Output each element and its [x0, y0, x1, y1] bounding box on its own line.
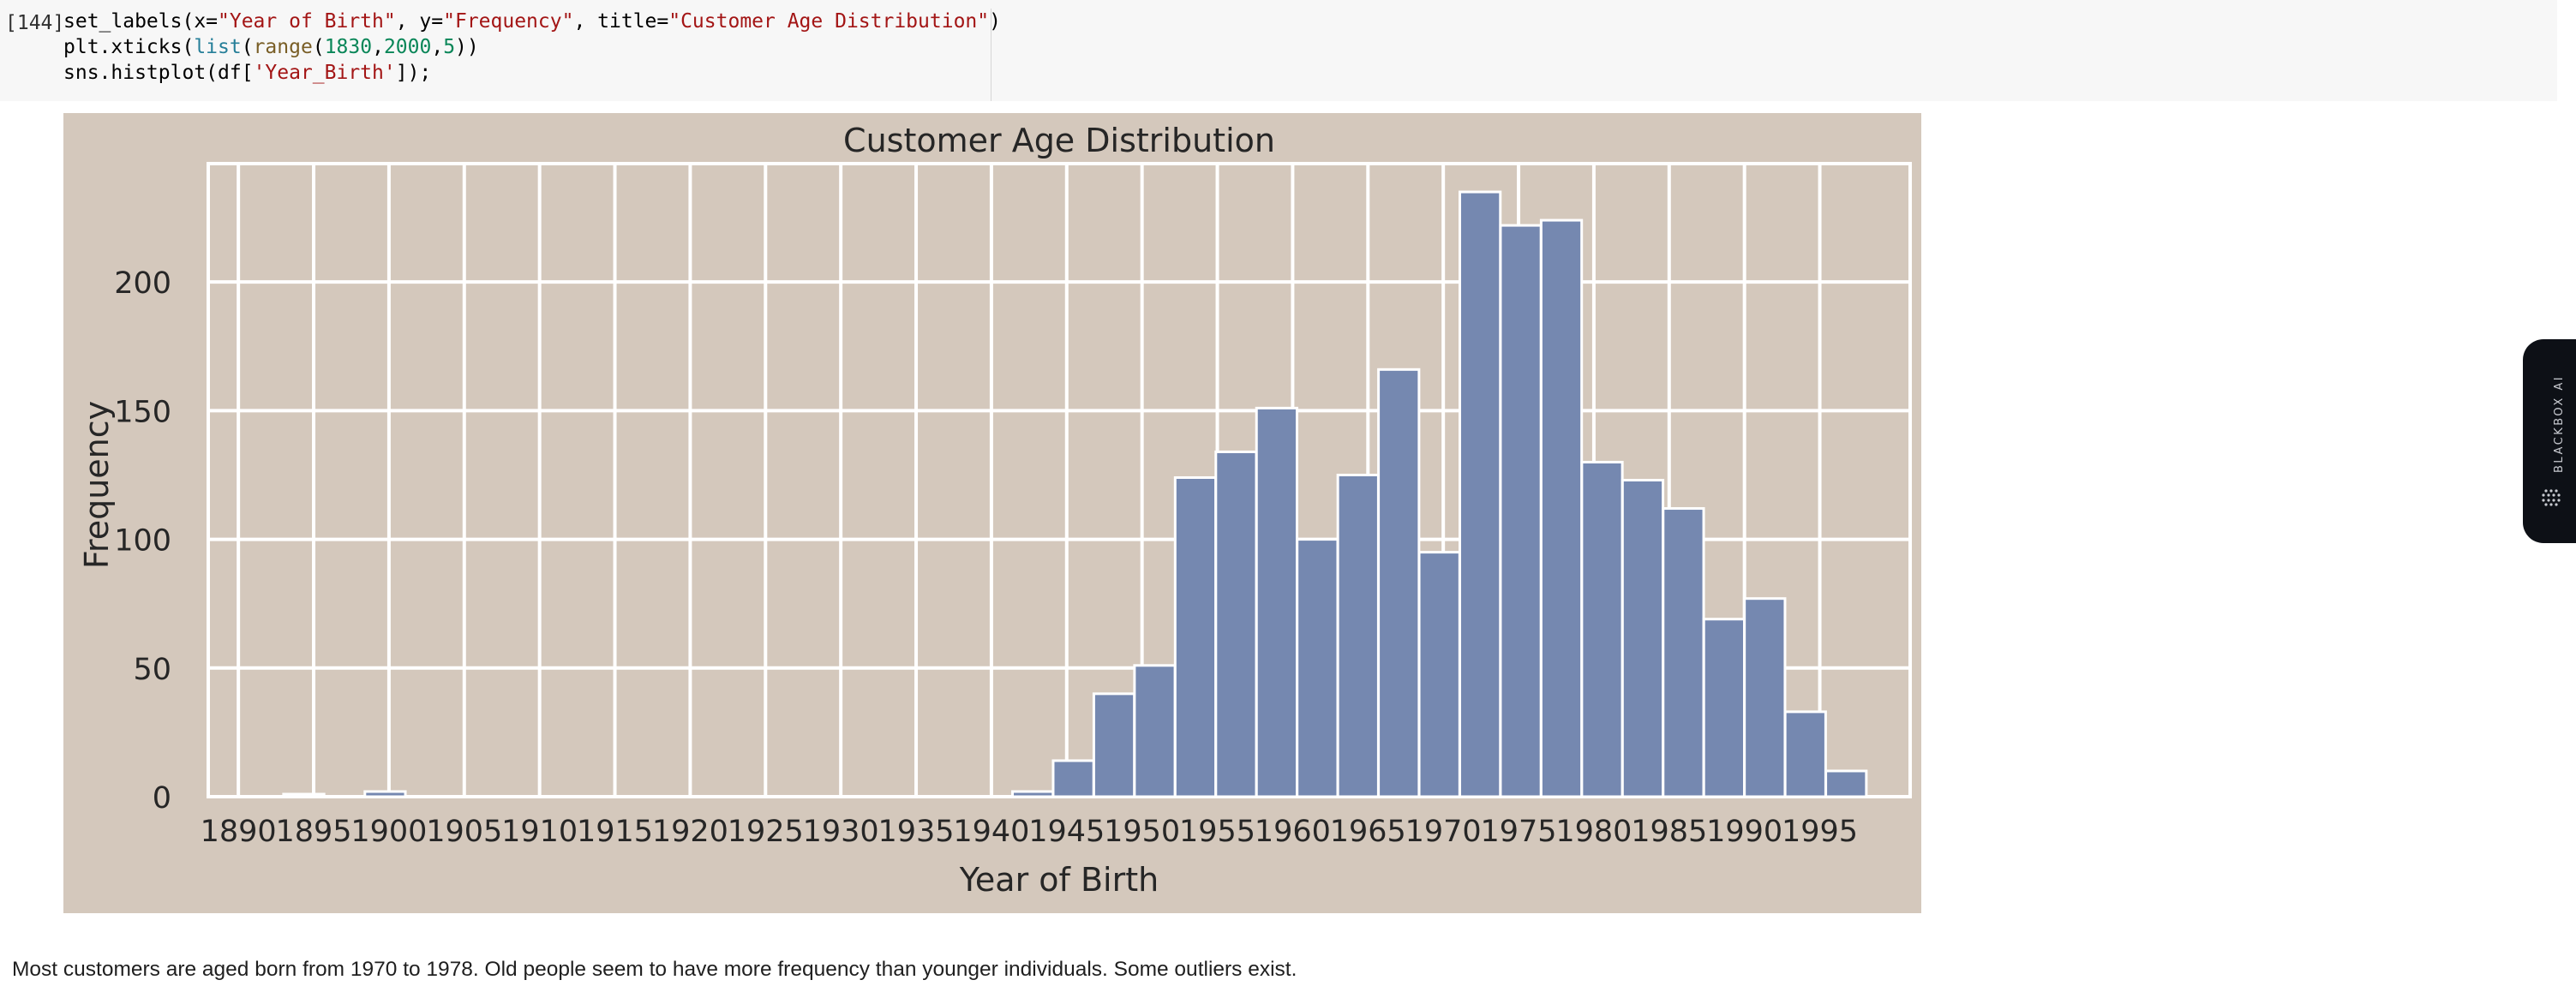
histogram-bar: [1336, 473, 1380, 798]
code-line-1: set_labels(x="Year of Birth", y="Frequen…: [63, 9, 1001, 34]
histogram-bar: [1173, 475, 1218, 798]
histogram-bar: [1499, 224, 1543, 798]
histogram-bar: [282, 792, 326, 798]
code-token: 5: [443, 36, 456, 58]
histogram-bar: [1255, 406, 1299, 798]
cell-prompt: [144]: [5, 12, 65, 34]
code-token: ,: [431, 36, 444, 58]
x-tick-label: 1900: [350, 815, 427, 849]
x-tick-label: 1945: [1028, 815, 1105, 849]
y-tick-label: 100: [114, 524, 171, 559]
code-token: "Customer Age Distribution": [668, 10, 990, 33]
output-plot: 1890 1895 1900 1905 1910 1915 1920 1925 1930 1935…: [63, 113, 1921, 913]
x-tick-label: 1970: [1405, 815, 1482, 849]
code-line-3: sns.histplot(df['Year_Birth']);: [63, 60, 991, 86]
code-token: )): [455, 36, 479, 58]
histogram-bar: [1580, 460, 1624, 798]
histogram-bar: [1296, 538, 1339, 798]
blackbox-ai-sidebar-tab[interactable]: [2523, 339, 2576, 543]
histogram-chart: 1890189519001905191019151920192519301935…: [63, 113, 1921, 913]
x-tick-label: 1930: [803, 815, 879, 849]
histogram-bar: [1092, 692, 1136, 798]
histogram-bar: [1824, 769, 1868, 798]
code-token: "Year of Birth": [218, 10, 396, 33]
markdown-cell-text: Most customers are aged born from 1970 t…: [12, 958, 1297, 981]
histogram-bar: [1702, 618, 1746, 798]
x-tick-label: 1890: [201, 815, 277, 849]
code-token: sns.histplot(df[: [63, 62, 254, 84]
x-tick-label: 1935: [878, 815, 954, 849]
code-token: set_labels(x=: [63, 10, 219, 33]
x-tick-label: 1980: [1555, 815, 1632, 849]
code-token: range: [253, 36, 313, 58]
code-token: ,: [372, 36, 384, 58]
histogram-bar: [1133, 664, 1177, 798]
x-tick-label: 1990: [1706, 815, 1782, 849]
histogram-bar: [1662, 507, 1705, 798]
x-tick-label: 1905: [426, 815, 502, 849]
code-token: ]);: [395, 62, 432, 84]
code-token: 2000: [383, 36, 432, 58]
x-tick-label: 1940: [953, 815, 1029, 849]
code-token: , title=: [573, 10, 669, 33]
code-token: (: [312, 36, 325, 58]
histogram-bar: [1011, 790, 1055, 798]
histogram-bar: [1051, 759, 1095, 798]
code-token: (: [241, 36, 254, 58]
x-tick-label: 1925: [728, 815, 804, 849]
code-token: list: [194, 36, 242, 58]
x-tick-label: 1895: [275, 815, 351, 849]
histogram-bar: [1539, 218, 1584, 798]
x-tick-label: 1965: [1330, 815, 1406, 849]
x-tick-label: 1920: [652, 815, 728, 849]
code-token: plt.xticks(: [63, 36, 195, 58]
x-tick-label: 1910: [501, 815, 578, 849]
histogram-bar: [1459, 190, 1502, 798]
code-token: 1830: [324, 36, 373, 58]
code-token: "Frequency": [443, 10, 574, 33]
y-tick-label: 0: [153, 781, 171, 816]
chart-title: Customer Age Distribution: [843, 122, 1275, 159]
code-cell[interactable]: [144] set_labels(x="Year of Birth", y="F…: [0, 0, 2557, 101]
y-tick-label: 150: [114, 395, 171, 429]
x-tick-label: 1985: [1631, 815, 1707, 849]
x-tick-label: 1975: [1481, 815, 1557, 849]
blackbox-ai-label: BLACKBOX AI: [2553, 374, 2566, 473]
x-axis-label: Year of Birth: [959, 861, 1159, 899]
x-tick-label: 1995: [1782, 815, 1858, 849]
histogram-bar: [1214, 450, 1258, 798]
histogram-bar: [1620, 479, 1665, 798]
y-tick-label: 200: [114, 266, 171, 301]
histogram-bar: [1377, 368, 1421, 798]
histogram-bar: [1417, 551, 1461, 798]
y-tick-label: 50: [133, 653, 171, 687]
code-token: 'Year_Birth': [253, 62, 396, 84]
code-token: ): [989, 10, 1001, 33]
x-tick-label: 1950: [1104, 815, 1180, 849]
y-axis-label: Frequency: [78, 401, 116, 569]
code-line-2: plt.xticks(list(range(1830,2000,5)): [63, 34, 991, 60]
histogram-bar: [363, 790, 407, 798]
blackbox-logo-icon: [2542, 489, 2561, 506]
x-tick-label: 1915: [577, 815, 653, 849]
x-tick-label: 1960: [1255, 815, 1331, 849]
histogram-bar: [1743, 597, 1787, 798]
code-token: , y=: [395, 10, 444, 33]
code-editor[interactable]: set_labels(x="Year of Birth", y="Frequen…: [63, 9, 1001, 101]
histogram-bar: [1783, 710, 1827, 798]
x-tick-label: 1955: [1179, 815, 1255, 849]
